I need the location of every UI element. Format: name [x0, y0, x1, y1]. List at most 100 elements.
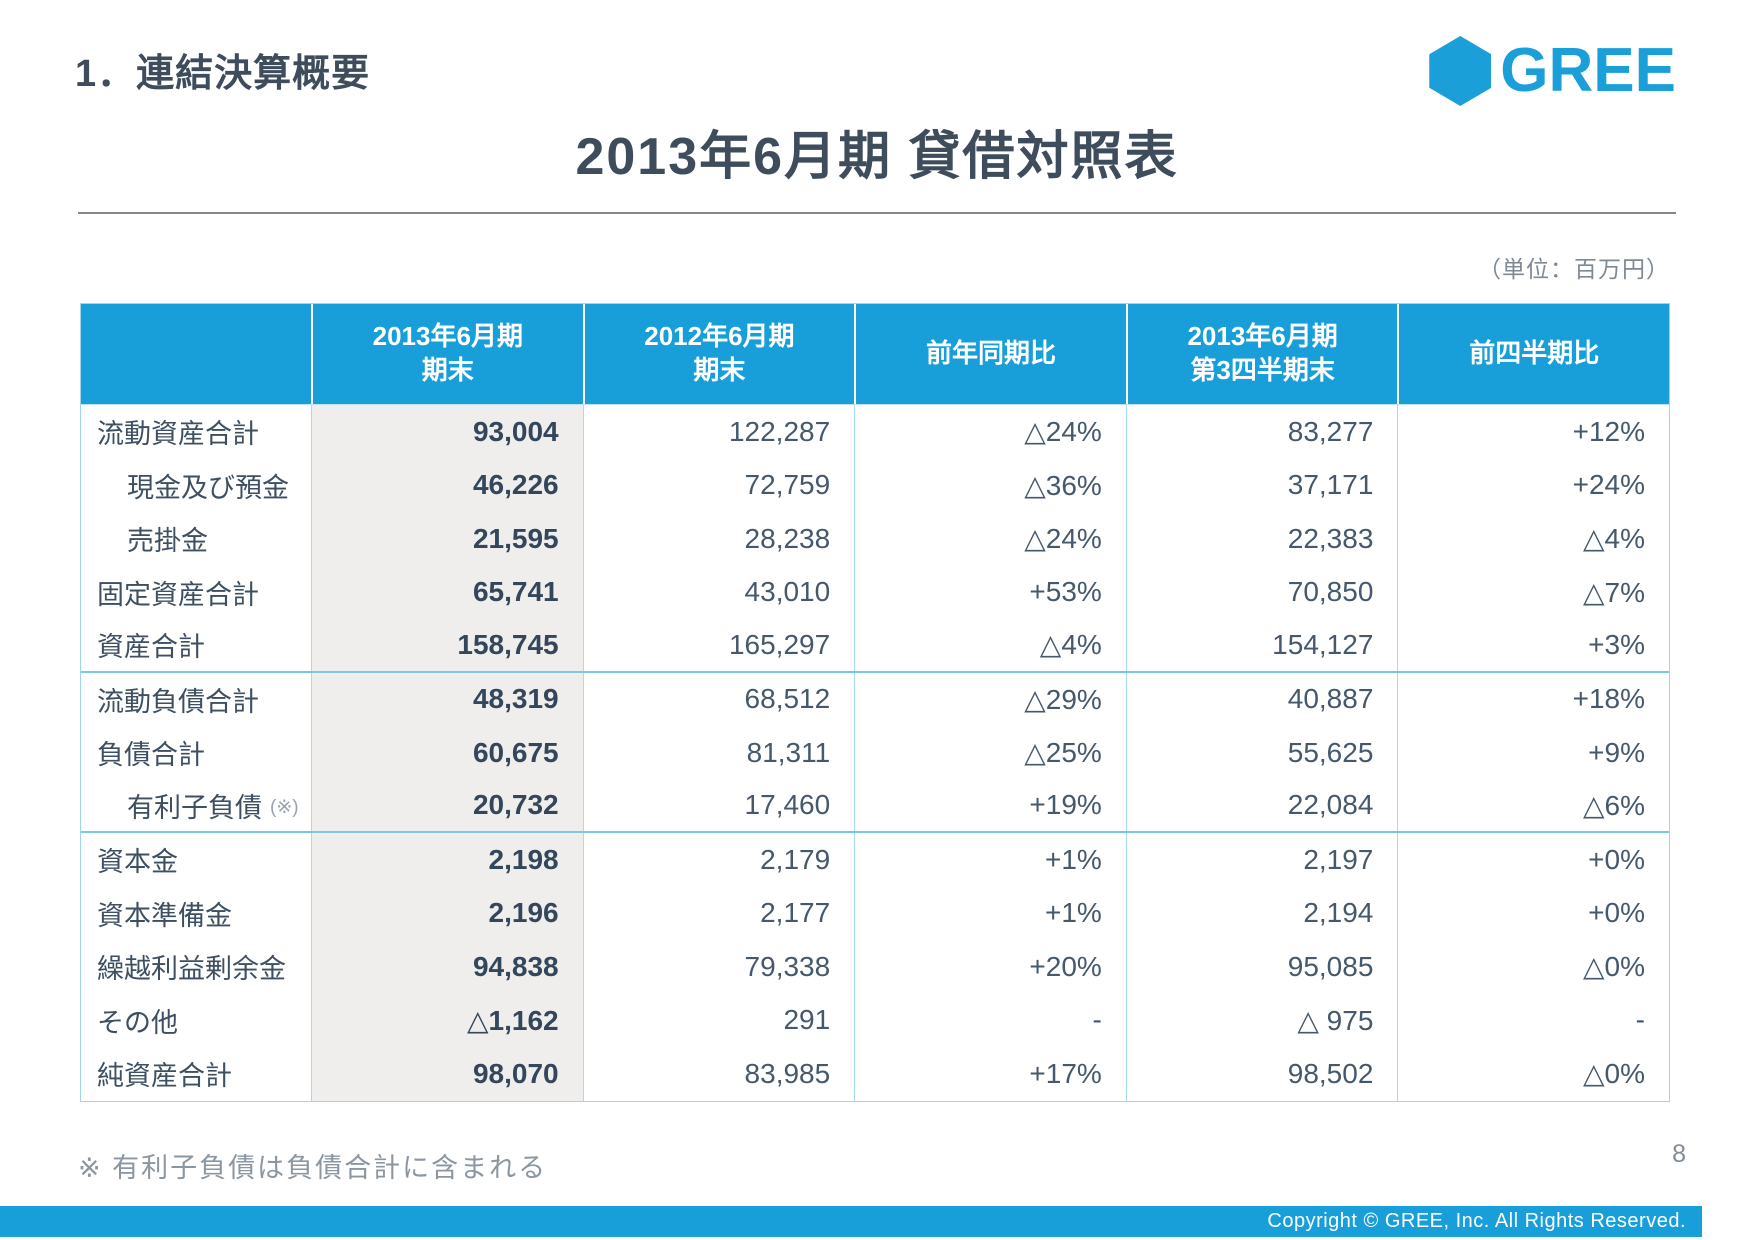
cell-value: 40,887 [1125, 672, 1398, 726]
gree-logo: GREE [1429, 34, 1676, 108]
cell-value: 70,850 [1125, 565, 1398, 619]
cell-value: 2,197 [1125, 833, 1398, 887]
row-label: 資本準備金 [81, 887, 311, 941]
cell-value: - [1397, 993, 1669, 1047]
table-row: その他 △1,162 291- △ 975- [81, 993, 1669, 1048]
cell-value: +53% [854, 565, 1126, 619]
row-label-text: 流動負債合計 [97, 686, 259, 717]
row-label: 資産合計 [81, 619, 311, 671]
cell-value: 122,287 [582, 405, 855, 459]
cell-value: +1% [854, 886, 1126, 940]
cell-value: - [854, 993, 1126, 1047]
cell-value: △24% [854, 405, 1126, 459]
cell-value: 2,194 [1125, 886, 1398, 940]
column-header: 2012年6月期 期末 [582, 304, 855, 404]
row-label-text: 固定資産合計 [97, 579, 259, 610]
cell-value: 94,838 [311, 940, 583, 994]
cell-value: +17% [854, 1047, 1126, 1101]
cell-value: △29% [854, 672, 1126, 726]
row-label: 純資産合計 [81, 1047, 311, 1101]
table-row: 資本準備金 2,196 2,177 +1% 2,194 +0% [81, 886, 1669, 941]
row-label-text: 売掛金 [127, 526, 208, 557]
row-label: 売掛金 [81, 512, 311, 566]
row-label: 固定資産合計 [81, 566, 311, 620]
cell-value: 48,319 [311, 672, 583, 726]
cell-value: 81,311 [582, 726, 855, 780]
cell-value: +24% [1397, 458, 1669, 512]
cell-value: +20% [854, 940, 1126, 994]
cell-value: 28,238 [582, 512, 855, 566]
cell-value: △25% [854, 726, 1126, 780]
cell-value: 20,732 [311, 779, 583, 831]
cell-value: 79,338 [582, 940, 855, 994]
row-label: 資本金 [81, 833, 311, 887]
cell-value: +3% [1397, 619, 1669, 671]
table-body: 流動資産合計 93,004 122,287 △24% 83,277 +12% 現金及び預金 4… [81, 404, 1669, 1101]
cell-value: 46,226 [311, 458, 583, 512]
table-row: 有利子負債 (※) 20,732 17,460 +19% 22,084 △6% [81, 779, 1669, 833]
cell-value: 21,595 [311, 512, 583, 566]
copyright-text: Copyright © GREE, Inc. All Rights Reserv… [1267, 1210, 1686, 1232]
table-row: 流動資産合計 93,004 122,287 △24% 83,277 +12% [81, 405, 1669, 459]
cell-value: +9% [1397, 726, 1669, 780]
balance-table: 2013年6月期 期末 2012年6月期 期末 前年同期比 2013年6月期 第3四半… [80, 303, 1670, 1102]
cell-value: 2,196 [311, 886, 583, 940]
column-header: 前年同期比 [854, 304, 1126, 404]
corner-cell [81, 304, 311, 404]
footer-bar: Copyright © GREE, Inc. All Rights Reserv… [0, 1206, 1702, 1237]
cell-value: 65,741 [311, 565, 583, 619]
column-header: 前四半期比 [1397, 304, 1669, 404]
cell-value: 72,759 [582, 458, 855, 512]
cell-value: +0% [1397, 833, 1669, 887]
cell-value: △36% [854, 458, 1126, 512]
page-title: 2013年6月期 貸借対照表 [575, 128, 1179, 186]
cell-value: 83,277 [1125, 405, 1398, 459]
row-label-text: 資本金 [97, 847, 178, 878]
row-label-note: (※) [270, 796, 299, 818]
cell-value: △1,162 [311, 993, 583, 1047]
cell-value: △0% [1397, 940, 1669, 994]
row-label-text: 資産合計 [97, 632, 205, 663]
cell-value: 93,004 [311, 405, 583, 459]
cell-value: 2,198 [311, 833, 583, 887]
row-label-text: 純資産合計 [97, 1061, 232, 1092]
cell-value: 154,127 [1125, 619, 1398, 671]
cell-value: 60,675 [311, 726, 583, 780]
table-row: 現金及び預金 46,226 72,759 △36% 37,171 +24% [81, 458, 1669, 513]
cell-value: △ 975 [1125, 993, 1398, 1047]
row-label: 繰越利益剰余金 [81, 940, 311, 994]
table-row: 純資産合計 98,070 83,985 +17% 98,502 △0% [81, 1047, 1669, 1101]
column-header: 2013年6月期 第3四半期末 [1125, 304, 1398, 404]
cell-value: △4% [1397, 512, 1669, 566]
cell-value: 22,383 [1125, 512, 1398, 566]
row-label: その他 [81, 994, 311, 1048]
title-divider [78, 212, 1676, 214]
table-row: 固定資産合計 65,741 43,010 +53% 70,850 △7% [81, 565, 1669, 620]
table-header-row: 2013年6月期 期末 2012年6月期 期末 前年同期比 2013年6月期 第3四半… [81, 304, 1669, 404]
cell-value: 68,512 [582, 672, 855, 726]
row-label-text: 負債合計 [97, 740, 205, 771]
cell-value: 165,297 [582, 619, 855, 671]
footnote: ※ 有利子負債は負債合計に含まれる [78, 1153, 548, 1183]
unit-note: （単位：百万円） [1478, 256, 1670, 282]
cell-value: +19% [854, 779, 1126, 831]
cell-value: 37,171 [1125, 458, 1398, 512]
cell-value: +0% [1397, 886, 1669, 940]
cell-value: 158,745 [311, 619, 583, 671]
cell-value: 98,502 [1125, 1047, 1398, 1101]
cell-value: +18% [1397, 672, 1669, 726]
row-label-text: 資本準備金 [97, 900, 232, 931]
row-label-text: 流動資産合計 [97, 419, 259, 450]
cell-value: 2,179 [582, 833, 855, 887]
table-row: 資本金 2,198 2,179 +1% 2,197 +0% [81, 833, 1669, 887]
cell-value: 83,985 [582, 1047, 855, 1101]
cell-value: 98,070 [311, 1047, 583, 1101]
row-label: 有利子負債 (※) [81, 780, 311, 832]
table-row: 繰越利益剰余金 94,838 79,338 +20% 95,085 △0% [81, 940, 1669, 994]
row-label-text: 有利子負債 [127, 792, 262, 823]
cell-value: △7% [1397, 565, 1669, 619]
row-label-text: 現金及び預金 [127, 472, 289, 503]
row-label: 現金及び預金 [81, 459, 311, 513]
cell-value: 55,625 [1125, 726, 1398, 780]
